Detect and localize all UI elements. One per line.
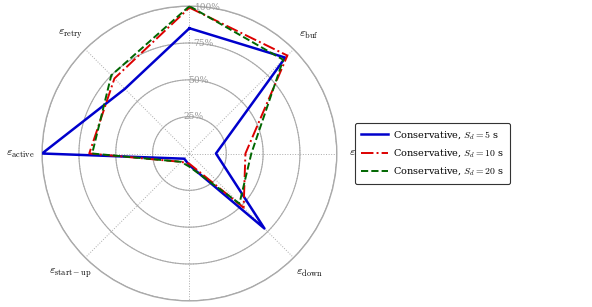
Text: 75%: 75% xyxy=(193,39,213,48)
Text: 100%: 100% xyxy=(194,3,220,12)
Text: 50%: 50% xyxy=(188,76,208,85)
Text: 25%: 25% xyxy=(184,112,204,122)
Legend: Conservative, $S_d = 5$ s, Conservative, $S_d = 10$ s, Conservative, $S_d = 20$ : Conservative, $S_d = 5$ s, Conservative,… xyxy=(355,123,510,184)
